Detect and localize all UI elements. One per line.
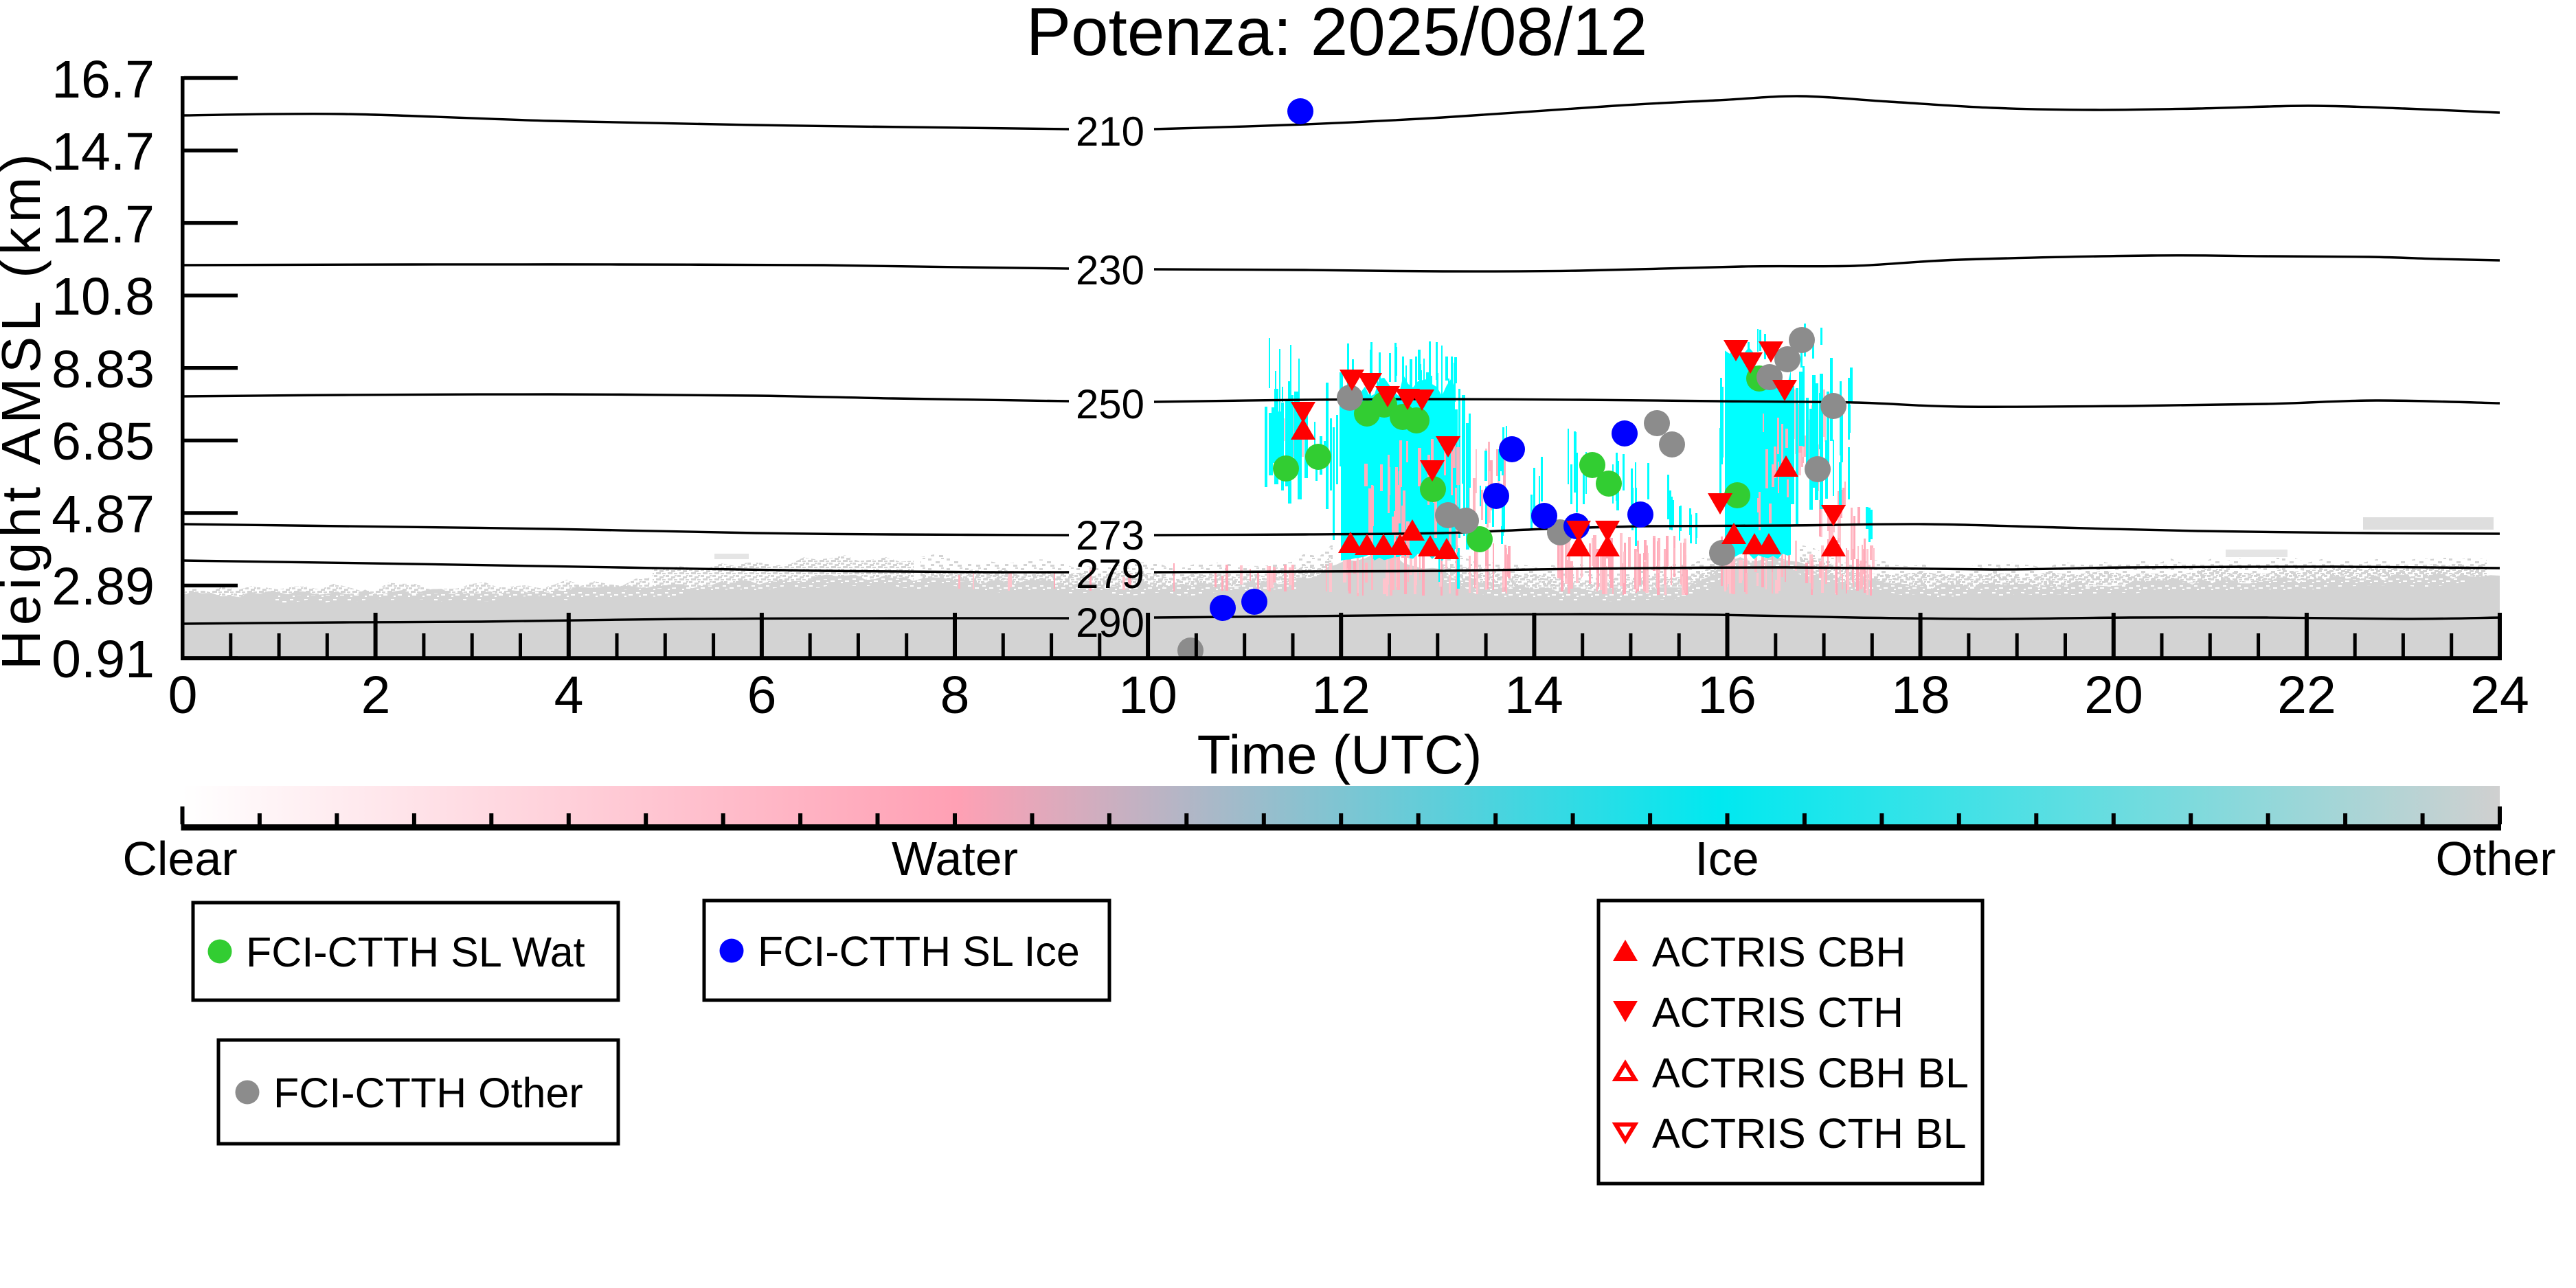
svg-text:ACTRIS CBH: ACTRIS CBH bbox=[1652, 929, 1906, 975]
svg-text:ACTRIS CTH BL: ACTRIS CTH BL bbox=[1652, 1110, 1967, 1157]
svg-text:14: 14 bbox=[1504, 666, 1563, 725]
svg-text:6.85: 6.85 bbox=[52, 412, 155, 471]
svg-text:0.91: 0.91 bbox=[52, 630, 155, 689]
svg-text:Ice: Ice bbox=[1695, 832, 1759, 885]
svg-text:290: 290 bbox=[1076, 600, 1144, 646]
svg-text:FCI-CTTH Other: FCI-CTTH Other bbox=[273, 1070, 583, 1116]
svg-text:8.83: 8.83 bbox=[52, 340, 155, 399]
svg-text:Potenza: 2025/08/12: Potenza: 2025/08/12 bbox=[1026, 0, 1648, 69]
svg-text:20: 20 bbox=[2084, 666, 2143, 725]
svg-text:14.7: 14.7 bbox=[52, 122, 155, 181]
svg-text:ACTRIS CBH BL: ACTRIS CBH BL bbox=[1652, 1050, 1969, 1096]
svg-text:ACTRIS CTH: ACTRIS CTH bbox=[1652, 989, 1903, 1036]
svg-text:2.89: 2.89 bbox=[52, 557, 155, 616]
svg-text:Time (UTC): Time (UTC) bbox=[1197, 724, 1482, 785]
svg-text:2: 2 bbox=[361, 666, 391, 725]
svg-text:4: 4 bbox=[554, 666, 584, 725]
svg-text:Height AMSL (km): Height AMSL (km) bbox=[0, 149, 52, 670]
svg-text:12.7: 12.7 bbox=[52, 195, 155, 254]
svg-text:10.8: 10.8 bbox=[52, 267, 155, 326]
svg-text:6: 6 bbox=[747, 666, 777, 725]
svg-text:16.7: 16.7 bbox=[52, 50, 155, 109]
svg-text:FCI-CTTH SL Wat: FCI-CTTH SL Wat bbox=[246, 929, 585, 975]
svg-text:4.87: 4.87 bbox=[52, 485, 155, 544]
svg-text:0: 0 bbox=[168, 666, 198, 725]
svg-text:210: 210 bbox=[1076, 109, 1144, 155]
svg-text:230: 230 bbox=[1076, 247, 1144, 293]
svg-text:22: 22 bbox=[2277, 666, 2336, 725]
svg-text:Other: Other bbox=[2435, 832, 2555, 885]
svg-text:279: 279 bbox=[1076, 551, 1144, 597]
svg-text:24: 24 bbox=[2470, 666, 2529, 725]
svg-text:Water: Water bbox=[892, 832, 1018, 885]
svg-text:10: 10 bbox=[1118, 666, 1177, 725]
svg-text:16: 16 bbox=[1697, 666, 1756, 725]
svg-text:273: 273 bbox=[1076, 512, 1144, 558]
svg-text:Clear: Clear bbox=[122, 832, 237, 885]
svg-text:18: 18 bbox=[1891, 666, 1950, 725]
svg-text:8: 8 bbox=[940, 666, 970, 725]
svg-text:250: 250 bbox=[1076, 381, 1144, 427]
svg-text:FCI-CTTH SL Ice: FCI-CTTH SL Ice bbox=[758, 928, 1080, 975]
svg-text:12: 12 bbox=[1311, 666, 1370, 725]
